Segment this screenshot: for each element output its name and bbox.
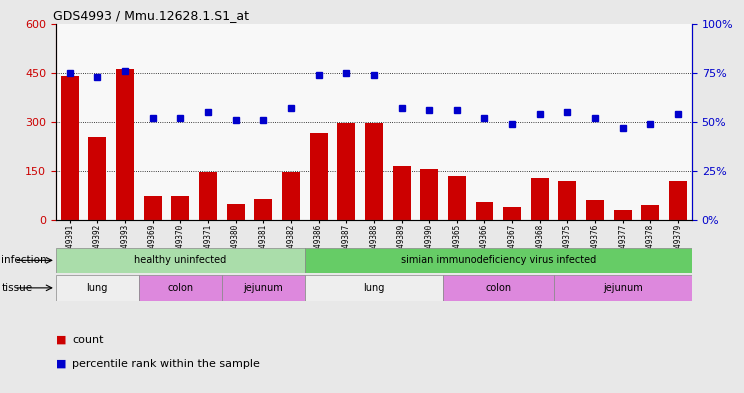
Bar bbox=[227, 204, 245, 220]
Bar bbox=[554, 275, 692, 301]
Bar bbox=[56, 275, 139, 301]
Bar bbox=[305, 275, 443, 301]
Bar bbox=[199, 172, 217, 220]
Bar bbox=[503, 207, 521, 220]
Text: simian immunodeficiency virus infected: simian immunodeficiency virus infected bbox=[401, 255, 596, 265]
Text: colon: colon bbox=[167, 283, 193, 293]
Bar bbox=[139, 275, 222, 301]
Bar bbox=[586, 200, 604, 220]
Bar bbox=[282, 172, 300, 220]
Bar bbox=[116, 70, 134, 220]
Bar bbox=[641, 205, 659, 220]
Text: jejunum: jejunum bbox=[243, 283, 283, 293]
Bar bbox=[448, 176, 466, 220]
Bar bbox=[89, 136, 106, 220]
Bar bbox=[254, 199, 272, 220]
Text: lung: lung bbox=[86, 283, 108, 293]
Bar bbox=[171, 195, 189, 220]
Bar bbox=[222, 275, 305, 301]
Text: healthy uninfected: healthy uninfected bbox=[134, 255, 226, 265]
Bar bbox=[614, 210, 632, 220]
Bar bbox=[530, 178, 549, 220]
Bar bbox=[61, 76, 79, 220]
Text: lung: lung bbox=[363, 283, 385, 293]
Bar bbox=[365, 123, 383, 220]
Bar bbox=[475, 202, 493, 220]
Text: percentile rank within the sample: percentile rank within the sample bbox=[72, 358, 260, 369]
Bar bbox=[669, 181, 687, 220]
Bar bbox=[559, 181, 577, 220]
Text: tissue: tissue bbox=[1, 283, 33, 293]
Bar bbox=[305, 248, 692, 273]
Bar bbox=[443, 275, 554, 301]
Text: jejunum: jejunum bbox=[603, 283, 643, 293]
Bar bbox=[144, 195, 161, 220]
Text: infection: infection bbox=[1, 255, 47, 265]
Text: GDS4993 / Mmu.12628.1.S1_at: GDS4993 / Mmu.12628.1.S1_at bbox=[53, 9, 248, 22]
Bar bbox=[310, 133, 327, 220]
Bar bbox=[337, 123, 355, 220]
Bar bbox=[56, 248, 305, 273]
Text: ■: ■ bbox=[56, 335, 66, 345]
Bar bbox=[393, 166, 411, 220]
Bar bbox=[420, 169, 438, 220]
Text: ■: ■ bbox=[56, 358, 66, 369]
Text: count: count bbox=[72, 335, 103, 345]
Text: colon: colon bbox=[485, 283, 511, 293]
